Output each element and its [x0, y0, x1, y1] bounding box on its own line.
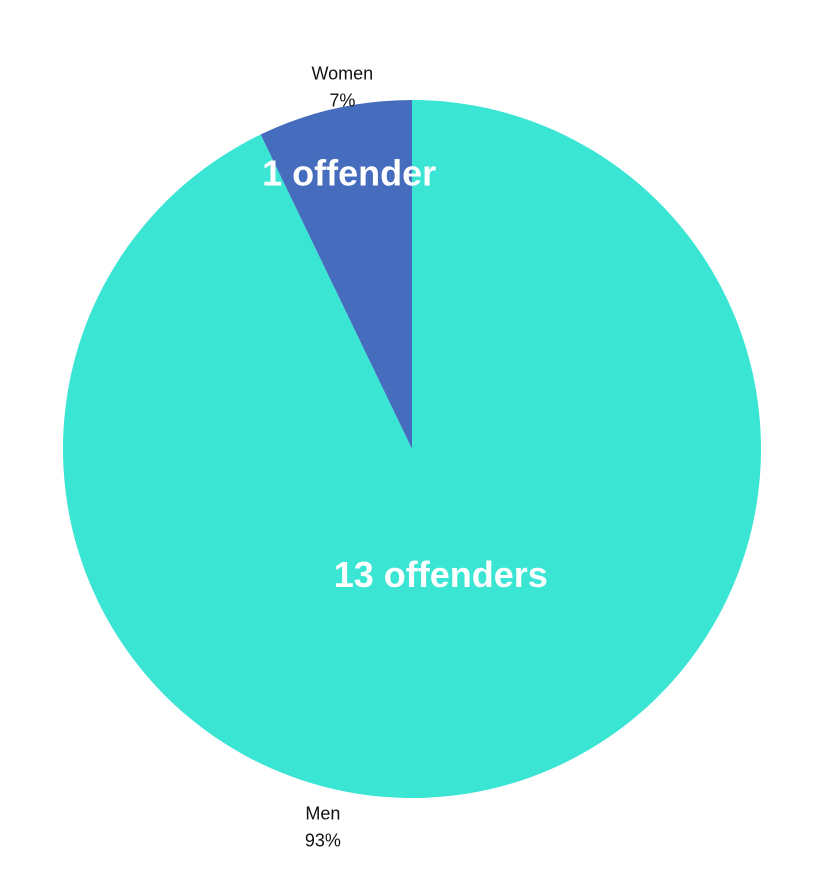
slice-category-label-men: Men — [305, 803, 340, 823]
slice-value-label-women: 1 offender — [262, 152, 436, 193]
slice-percent-label-women: 7% — [329, 91, 355, 111]
pie-slices — [62, 100, 761, 798]
pie-labels: 1 offender Women 7% 13 offenders Men 93% — [262, 64, 548, 851]
pie-slice-women — [260, 100, 412, 449]
slice-value-label-men: 13 offenders — [334, 554, 548, 595]
slice-percent-label-men: 93% — [305, 830, 341, 850]
pie-slice-men — [62, 100, 761, 798]
slice-category-label-women: Women — [311, 64, 373, 84]
